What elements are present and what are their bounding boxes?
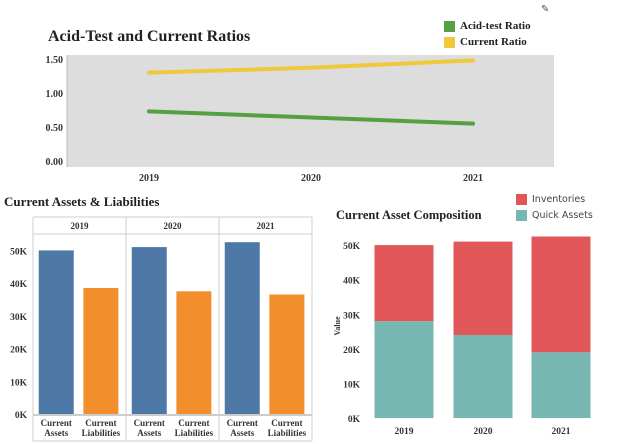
y-tick-label: 0.50 xyxy=(46,123,64,134)
y-tick-label: 1.50 xyxy=(46,55,64,66)
x-category-label: Current xyxy=(134,418,165,428)
bar-current-liabilities xyxy=(83,288,119,414)
x-tick-label: 2020 xyxy=(474,427,493,437)
chart-title-composition: Current Asset Composition xyxy=(336,208,482,222)
stack-segment-inventories xyxy=(531,236,591,353)
x-category-label: Assets xyxy=(230,428,254,438)
legend-label: Quick Assets xyxy=(532,209,593,221)
x-category-label: Liabilities xyxy=(82,428,121,438)
chart-title-assets-liabilities: Current Assets & Liabilities xyxy=(4,194,160,209)
y-tick-label: 40K xyxy=(343,277,361,287)
bar-current-assets xyxy=(38,250,74,414)
series-point xyxy=(147,70,151,75)
x-tick-label: 2021 xyxy=(552,427,571,437)
x-tick-label: 2020 xyxy=(301,173,321,184)
y-tick-label: 0.00 xyxy=(46,157,64,168)
x-tick-label: 2019 xyxy=(395,427,414,437)
y-axis-title: Value xyxy=(333,316,342,336)
bar-current-liabilities xyxy=(269,294,305,414)
y-tick-label: 30K xyxy=(343,311,361,321)
y-tick-label: 40K xyxy=(10,280,28,290)
y-tick-label: 50K xyxy=(343,242,361,252)
x-category-label: Liabilities xyxy=(175,428,214,438)
legend-swatch-icon xyxy=(516,193,527,205)
x-category-label: Current xyxy=(271,418,302,428)
y-tick-label: 50K xyxy=(10,247,28,257)
stack-segment-inventories xyxy=(453,241,513,335)
legend-label: Acid-test Ratio xyxy=(460,20,531,32)
y-tick-label: 0K xyxy=(15,411,28,421)
y-tick-label: 30K xyxy=(10,313,28,323)
legend-composition: Inventories Quick Assets xyxy=(516,191,593,223)
y-tick-label: 10K xyxy=(343,380,361,390)
series-point xyxy=(471,58,475,63)
x-category-label: Current xyxy=(227,418,258,428)
legend-swatch-icon xyxy=(516,209,527,221)
stack-segment-inventories xyxy=(374,245,434,322)
bar-current-assets xyxy=(131,247,167,414)
legend-item-quick-assets[interactable]: Quick Assets xyxy=(516,207,593,223)
group-header-label: 2020 xyxy=(164,221,183,231)
stack-segment-quick-assets xyxy=(531,352,591,418)
y-tick-label: 10K xyxy=(10,378,28,388)
legend-label: Current Ratio xyxy=(460,36,527,48)
ratios-line-chart[interactable]: 1.50 1.00 0.50 0.00 2019 2020 2021 xyxy=(0,0,644,190)
x-category-label: Current xyxy=(41,418,72,428)
legend-item-inventories[interactable]: Inventories xyxy=(516,191,593,207)
bar-current-assets xyxy=(224,242,260,414)
group-header-label: 2021 xyxy=(257,221,276,231)
y-tick-label: 0K xyxy=(348,415,361,425)
x-tick-label: 2019 xyxy=(139,173,159,184)
legend-item-acid-test[interactable]: Acid-test Ratio xyxy=(444,18,531,34)
legend-item-current-ratio[interactable]: Current Ratio xyxy=(444,34,531,50)
series-point xyxy=(309,65,313,70)
series-point xyxy=(309,115,313,120)
x-category-label: Assets xyxy=(137,428,161,438)
legend-label: Inventories xyxy=(532,193,586,205)
x-category-label: Current xyxy=(178,418,209,428)
pen-icon[interactable]: ✎ xyxy=(541,4,550,15)
y-tick-label: 1.00 xyxy=(46,89,64,100)
stack-segment-quick-assets xyxy=(453,335,513,418)
x-category-label: Current xyxy=(85,418,116,428)
x-tick-label: 2021 xyxy=(463,173,483,184)
series-point xyxy=(147,109,151,114)
bar-current-liabilities xyxy=(176,291,212,414)
y-tick-label: 20K xyxy=(10,346,28,356)
legend-ratios: Acid-test Ratio Current Ratio xyxy=(444,18,531,50)
legend-swatch-icon xyxy=(444,36,455,48)
stack-segment-quick-assets xyxy=(374,321,434,418)
chart-title-ratios: Acid-Test and Current Ratios xyxy=(48,28,251,45)
group-header-label: 2019 xyxy=(71,221,90,231)
legend-swatch-icon xyxy=(444,20,455,32)
series-point xyxy=(471,121,475,126)
x-category-label: Liabilities xyxy=(268,428,307,438)
y-tick-label: 20K xyxy=(343,346,361,356)
x-category-label: Assets xyxy=(44,428,68,438)
